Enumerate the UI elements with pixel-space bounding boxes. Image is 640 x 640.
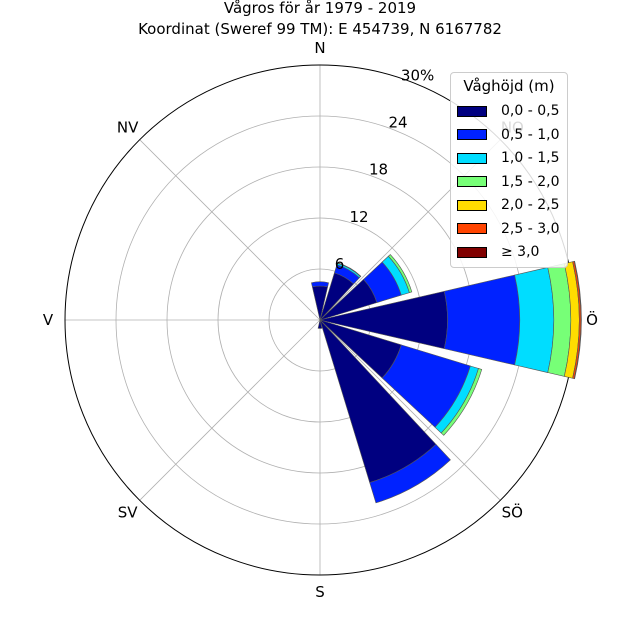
chart-subtitle: Koordinat (Sweref 99 TM): E 454739, N 61… [138, 20, 502, 38]
legend-entry: 0,5 - 1,0 [457, 125, 559, 145]
radial-tick-label: 30% [401, 66, 434, 84]
legend-entry: 1,0 - 1,5 [457, 148, 559, 168]
rose-bar-segment [317, 319, 323, 329]
radial-tick-label: 12 [349, 208, 368, 226]
rose-bar-segment [440, 368, 483, 436]
legend-entry: ≥ 3,0 [457, 242, 539, 262]
legend-label: 2,5 - 3,0 [501, 220, 560, 237]
legend-swatch [457, 105, 487, 117]
legend-label: 2,0 - 2,5 [501, 197, 560, 213]
legend-label: 0,5 - 1,0 [501, 126, 560, 143]
rose-bar-segment [573, 260, 582, 380]
direction-label: SV [118, 503, 139, 521]
chart-title: Vågros för år 1979 - 2019 [224, 0, 416, 17]
legend-label: ≥ 3,0 [501, 244, 540, 260]
rose-bar-segment [311, 281, 329, 288]
legend-swatch [457, 152, 487, 164]
rose-bar-segment [337, 262, 362, 277]
legend-title: Våghöjd (m) [463, 77, 555, 95]
legend-entry: 1,5 - 2,0 [457, 172, 559, 192]
legend-entry: 2,0 - 2,5 [457, 195, 559, 215]
direction-label: SÖ [502, 502, 523, 521]
grid-spoke [139, 139, 321, 321]
rose-bar-segment [387, 254, 413, 294]
direction-label: Ö [586, 310, 598, 329]
direction-label: NV [117, 119, 139, 137]
rose-bar-segment [443, 274, 521, 366]
legend: Våghöjd (m) 0,0 - 0,5 0,5 - 1,0 1,0 - 1,5 1… [450, 72, 568, 268]
direction-label: S [315, 583, 325, 601]
direction-label: N [314, 39, 325, 57]
rose-bar-segment [369, 443, 451, 504]
legend-swatch [457, 129, 487, 140]
legend-label: 1,0 - 1,5 [501, 150, 560, 166]
rose-bars [311, 254, 582, 504]
grid-spoke [319, 319, 501, 501]
radial-tick-label: 6 [335, 255, 345, 273]
legend-label: 1,5 - 2,0 [501, 173, 560, 190]
direction-label: V [43, 311, 54, 329]
legend-entry: 2,5 - 3,0 [457, 219, 559, 239]
legend-label: 0,0 - 0,5 [501, 103, 560, 119]
legend-swatch [457, 246, 487, 258]
radial-tick-label: 24 [389, 114, 408, 132]
legend-swatch [457, 223, 487, 234]
rose-bar-segment [514, 267, 554, 373]
grid-spoke [139, 319, 321, 501]
radial-tick-label: 18 [369, 161, 388, 179]
axis-labels: NNOÖSÖSSVVNV612182430% [43, 39, 598, 601]
legend-swatch [457, 199, 487, 211]
legend-entry: 0,0 - 0,5 [457, 101, 559, 121]
legend-swatch [457, 176, 487, 187]
